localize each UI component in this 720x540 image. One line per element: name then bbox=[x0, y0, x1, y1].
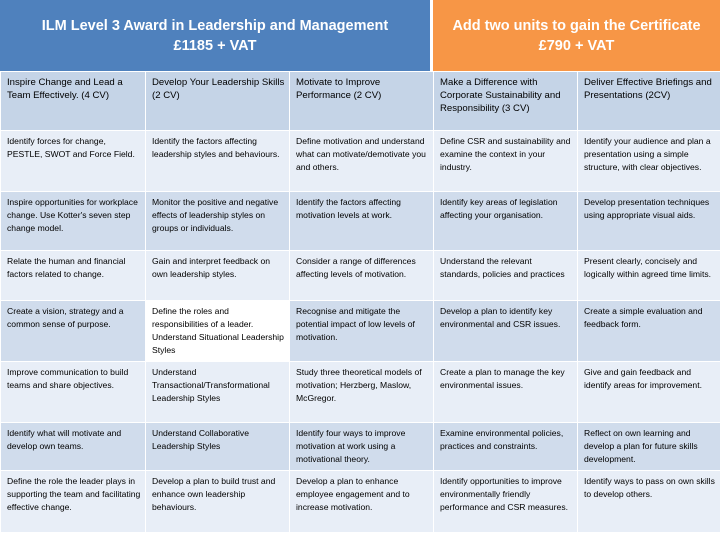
table-cell: Define CSR and sustainability and examin… bbox=[433, 130, 578, 192]
table-cell: Understand Transactional/Transformationa… bbox=[145, 361, 290, 423]
award-banner-text: ILM Level 3 Award in Leadership and Mana… bbox=[41, 17, 389, 54]
table-cell: Identify forces for change, PESTLE, SWOT… bbox=[0, 130, 146, 192]
table-cell: Identify four ways to improve motivation… bbox=[289, 422, 434, 471]
table-cell: Give and gain feedback and identify area… bbox=[577, 361, 720, 423]
table-row: Create a vision, strategy and a common s… bbox=[0, 300, 720, 362]
table-cell: Reflect on own learning and develop a pl… bbox=[577, 422, 720, 471]
table-cell: Develop a plan to identify key environme… bbox=[433, 300, 578, 362]
certificate-banner-text: Add two units to gain the Certificate £7… bbox=[452, 17, 701, 54]
table-row: Relate the human and financial factors r… bbox=[0, 250, 720, 301]
table-cell: Define the roles and responsibilities of… bbox=[145, 300, 290, 362]
table-cell: Create a plan to manage the key environm… bbox=[433, 361, 578, 423]
table-cell: Create a simple evaluation and feedback … bbox=[577, 300, 720, 362]
award-banner: ILM Level 3 Award in Leadership and Mana… bbox=[0, 0, 430, 71]
table-cell: Develop a plan to enhance employee engag… bbox=[289, 470, 434, 533]
unit-title-cell: Develop Your Leadership Skills (2 CV) bbox=[145, 71, 290, 131]
unit-title-cell: Make a Difference with Corporate Sustain… bbox=[433, 71, 578, 131]
table-cell: Identify your audience and plan a presen… bbox=[577, 130, 720, 192]
table-cell: Inspire opportunities for workplace chan… bbox=[0, 191, 146, 251]
table-cell: Identify what will motivate and develop … bbox=[0, 422, 146, 471]
table-cell: Define the role the leader plays in supp… bbox=[0, 470, 146, 533]
table-row: Define the role the leader plays in supp… bbox=[0, 470, 720, 533]
unit-title-cell: Inspire Change and Lead a Team Effective… bbox=[0, 71, 146, 131]
table-cell: Develop presentation techniques using ap… bbox=[577, 191, 720, 251]
table-cell: Improve communication to build teams and… bbox=[0, 361, 146, 423]
table-cell: Understand Collaborative Leadership Styl… bbox=[145, 422, 290, 471]
table-cell: Relate the human and financial factors r… bbox=[0, 250, 146, 301]
units-table: Inspire Change and Lead a Team Effective… bbox=[0, 71, 720, 533]
table-row: Identify what will motivate and develop … bbox=[0, 422, 720, 471]
table-row: Identify forces for change, PESTLE, SWOT… bbox=[0, 130, 720, 192]
table-cell: Study three theoretical models of motiva… bbox=[289, 361, 434, 423]
table-cell: Identify the factors affecting motivatio… bbox=[289, 191, 434, 251]
table-cell: Define motivation and understand what ca… bbox=[289, 130, 434, 192]
table-cell: Monitor the positive and negative effect… bbox=[145, 191, 290, 251]
table-cell: Consider a range of differences affectin… bbox=[289, 250, 434, 301]
table-cell: Identify opportunities to improve enviro… bbox=[433, 470, 578, 533]
unit-title-cell: Motivate to Improve Performance (2 CV) bbox=[289, 71, 434, 131]
table-cell: Present clearly, concisely and logically… bbox=[577, 250, 720, 301]
table-cell: Identify key areas of legislation affect… bbox=[433, 191, 578, 251]
table-row: Improve communication to build teams and… bbox=[0, 361, 720, 423]
table-cell: Examine environmental policies, practice… bbox=[433, 422, 578, 471]
table-cell: Identify the factors affecting leadershi… bbox=[145, 130, 290, 192]
certificate-banner: Add two units to gain the Certificate £7… bbox=[433, 0, 720, 71]
unit-header-row: Inspire Change and Lead a Team Effective… bbox=[0, 71, 720, 131]
table-cell: Recognise and mitigate the potential imp… bbox=[289, 300, 434, 362]
table-cell: Gain and interpret feedback on own leade… bbox=[145, 250, 290, 301]
table-cell: Develop a plan to build trust and enhanc… bbox=[145, 470, 290, 533]
table-cell: Understand the relevant standards, polic… bbox=[433, 250, 578, 301]
table-cell: Identify ways to pass on own skills to d… bbox=[577, 470, 720, 533]
table-cell: Create a vision, strategy and a common s… bbox=[0, 300, 146, 362]
unit-title-cell: Deliver Effective Briefings and Presenta… bbox=[577, 71, 720, 131]
table-row: Inspire opportunities for workplace chan… bbox=[0, 191, 720, 251]
